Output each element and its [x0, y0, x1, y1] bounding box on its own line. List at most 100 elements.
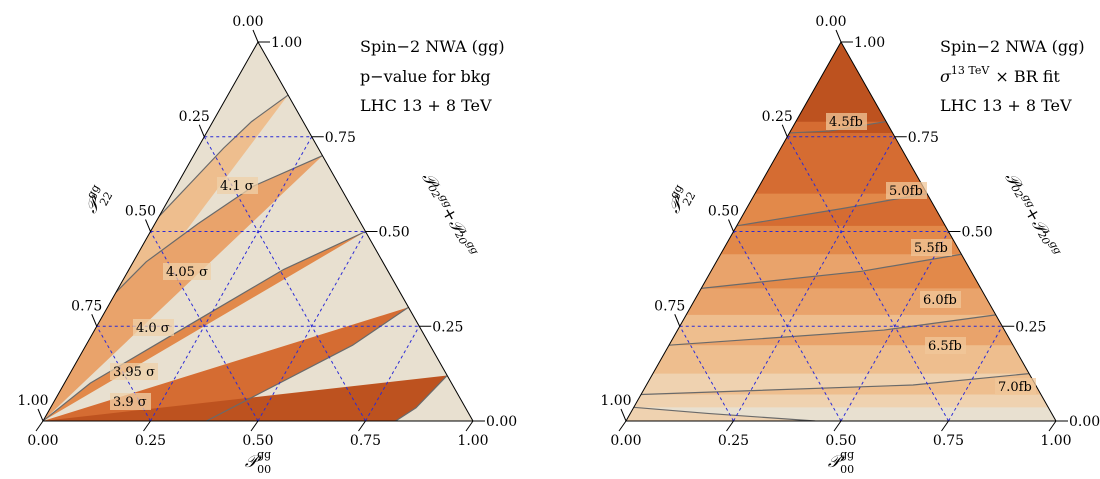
contour-label-bg: [826, 113, 867, 130]
grid-line: [948, 326, 1003, 422]
bottom-tick: [250, 420, 259, 432]
left-tick-label: 0.25: [179, 109, 210, 125]
left-tick: [835, 29, 842, 43]
contour-label: 4.5fb: [829, 115, 863, 130]
bottom-tick-label: 0.00: [610, 433, 641, 449]
info-line-1: Spin−2 NWA (gg): [940, 37, 1085, 56]
contour-line: [633, 406, 816, 421]
contour-label-bg: [217, 177, 258, 194]
grid-line: [679, 326, 734, 422]
left-tick-label: 0.00: [815, 14, 846, 30]
contour-label-bg: [925, 337, 966, 354]
bottom-tick: [833, 420, 842, 432]
bottom-tick: [726, 420, 734, 432]
bottom-tick-label: 0.25: [135, 433, 166, 449]
left-tick-label: 0.75: [71, 298, 102, 314]
contour-label-bg: [911, 239, 952, 256]
info-line-3: LHC 13 + 8 TeV: [940, 96, 1072, 115]
contour-line: [395, 375, 448, 421]
bottom-tick: [941, 420, 949, 432]
info-line-2: p−value for bkg: [360, 67, 491, 86]
right-tick-label: 0.50: [379, 225, 410, 241]
axis-ticks: 0.00 1.00 0.00 0.25 0.75 0.25 0.50 0.50 0.50 0.75…: [600, 14, 1100, 449]
contour-label: 5.5fb: [914, 241, 948, 256]
bottom-tick: [465, 420, 474, 432]
left-tick-label: 0.25: [762, 109, 793, 125]
left-tick: [674, 314, 681, 327]
left-tick: [728, 219, 734, 232]
contour-label: 7.0fb: [998, 380, 1032, 395]
contour-label-bg: [133, 319, 174, 336]
left-tick-label: 0.50: [708, 204, 739, 220]
left-tick-label: 1.00: [17, 393, 48, 409]
left-tick-label: 1.00: [600, 393, 631, 409]
right-axis-title: 𝒫₀₂ᵍᵍ+𝒫₂₀ᵍᵍ: [1000, 169, 1065, 261]
grid-line: [733, 231, 842, 422]
bottom-tick: [143, 420, 151, 432]
grid-line: [840, 231, 949, 422]
contour-line: [115, 155, 323, 293]
contour-label-bg: [110, 393, 151, 410]
contour-label-bg: [995, 378, 1036, 395]
ternary-panel-2: 0.00 1.00 0.00 0.25 0.75 0.25 0.50 0.50 0.50 0.75…: [600, 14, 1100, 476]
bottom-tick-label: 0.00: [27, 433, 58, 449]
contour-label-bg: [886, 182, 927, 199]
left-tick: [620, 408, 627, 422]
contour-line: [701, 253, 962, 289]
bottom-tick-label: 1.00: [457, 433, 488, 449]
bottom-tick: [358, 420, 366, 432]
contour-label: 3.95 σ: [113, 365, 155, 380]
right-tick-label: 0.00: [1069, 414, 1100, 430]
left-tick: [781, 124, 788, 137]
bottom-axis-title: 𝒫gg 00: [828, 448, 854, 476]
info-line-2: σ13 TeV × BR fit: [940, 64, 1060, 86]
bottom-axis-title: 𝒫gg 00: [245, 448, 271, 476]
grid-line: [150, 136, 313, 422]
contour-label-bg: [110, 363, 158, 380]
bottom-tick-label: 0.75: [933, 433, 964, 449]
contour-label-bg: [163, 263, 211, 280]
right-tick-label: 0.25: [1015, 319, 1046, 335]
contour-label: 5.0fb: [889, 184, 923, 199]
bottom-tick: [35, 420, 44, 432]
bottom-tick-label: 0.75: [350, 433, 381, 449]
right-tick-label: 0.50: [962, 225, 993, 241]
left-tick: [252, 29, 259, 43]
bottom-tick-label: 0.50: [242, 433, 273, 449]
contour-line: [789, 120, 887, 134]
contour-label: 4.1 σ: [220, 179, 254, 194]
bottom-tick-label: 1.00: [1040, 433, 1071, 449]
left-tick: [37, 408, 44, 422]
contour-line: [668, 314, 996, 346]
contour-line: [641, 373, 1030, 396]
contour-label: 6.0fb: [923, 293, 957, 308]
right-tick-label: 0.75: [325, 130, 356, 146]
right-tick-label: 0.00: [486, 414, 517, 430]
contour-line: [158, 94, 289, 217]
right-tick-label: 0.25: [432, 319, 463, 335]
ternary-grid: [626, 136, 1056, 422]
bottom-tick: [1048, 420, 1057, 432]
left-tick-label: 0.50: [125, 204, 156, 220]
right-tick-label: 1.00: [271, 35, 302, 51]
contour-label-bg: [920, 291, 961, 308]
right-tick-label: 0.75: [908, 130, 939, 146]
left-tick-label: 0.00: [232, 14, 263, 30]
left-tick: [198, 124, 205, 137]
left-axis-title: 𝒫gg22: [661, 182, 698, 219]
right-tick-label: 1.00: [854, 35, 885, 51]
contour-label: 6.5fb: [928, 339, 962, 354]
contour-label: 4.05 σ: [166, 265, 208, 280]
info-line-1: Spin−2 NWA (gg): [360, 37, 505, 56]
left-axis-title: 𝒫gg22: [78, 182, 115, 219]
info-line-3: LHC 13 + 8 TeV: [360, 96, 492, 115]
right-axis-title: 𝒫₀₂ᵍᵍ+𝒫₂₀ᵍᵍ: [417, 169, 482, 261]
contour-label: 4.0 σ: [136, 321, 170, 336]
bottom-tick-label: 0.50: [825, 433, 856, 449]
grid-line: [786, 136, 949, 422]
ternary-panel-1: 0.00 1.00 0.00 0.25 0.75 0.25 0.50 0.50 0.50 0.75…: [17, 14, 517, 476]
bottom-tick: [618, 420, 627, 432]
grid-line: [733, 136, 896, 422]
left-tick-label: 0.75: [654, 298, 685, 314]
